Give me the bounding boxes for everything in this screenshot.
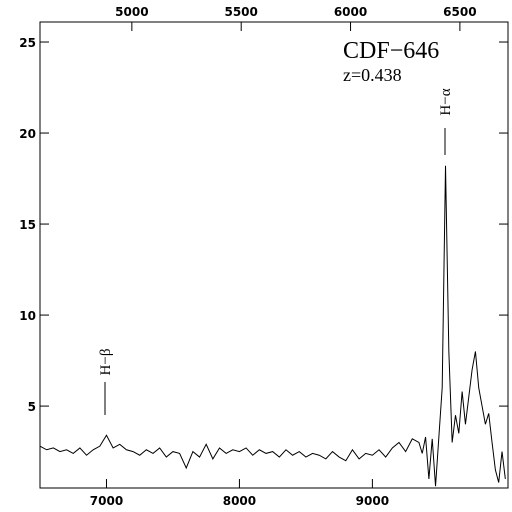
x2-tick-label: 6500 bbox=[443, 5, 476, 19]
x2-tick-label: 5000 bbox=[115, 5, 148, 19]
x2-tick-label: 6000 bbox=[334, 5, 367, 19]
y-tick-label: 15 bbox=[19, 218, 36, 232]
plot-frame bbox=[39, 21, 509, 489]
redshift: z=0.438 bbox=[343, 65, 402, 85]
x-tick-label: 9000 bbox=[356, 494, 389, 508]
y-tick-label: 5 bbox=[28, 400, 36, 414]
object-name: CDF−646 bbox=[343, 38, 439, 64]
x2-tick-label: 5500 bbox=[224, 5, 257, 19]
y-tick-label: 25 bbox=[19, 36, 36, 50]
spectrum-line bbox=[39, 165, 506, 487]
x-tick-label: 8000 bbox=[223, 494, 256, 508]
y-tick-label: 20 bbox=[19, 127, 36, 141]
h-alpha-label: H−α bbox=[438, 88, 454, 115]
x-tick-label: 7000 bbox=[90, 494, 123, 508]
y-tick-label: 10 bbox=[19, 309, 36, 323]
h-beta-label: H−β bbox=[98, 349, 114, 376]
